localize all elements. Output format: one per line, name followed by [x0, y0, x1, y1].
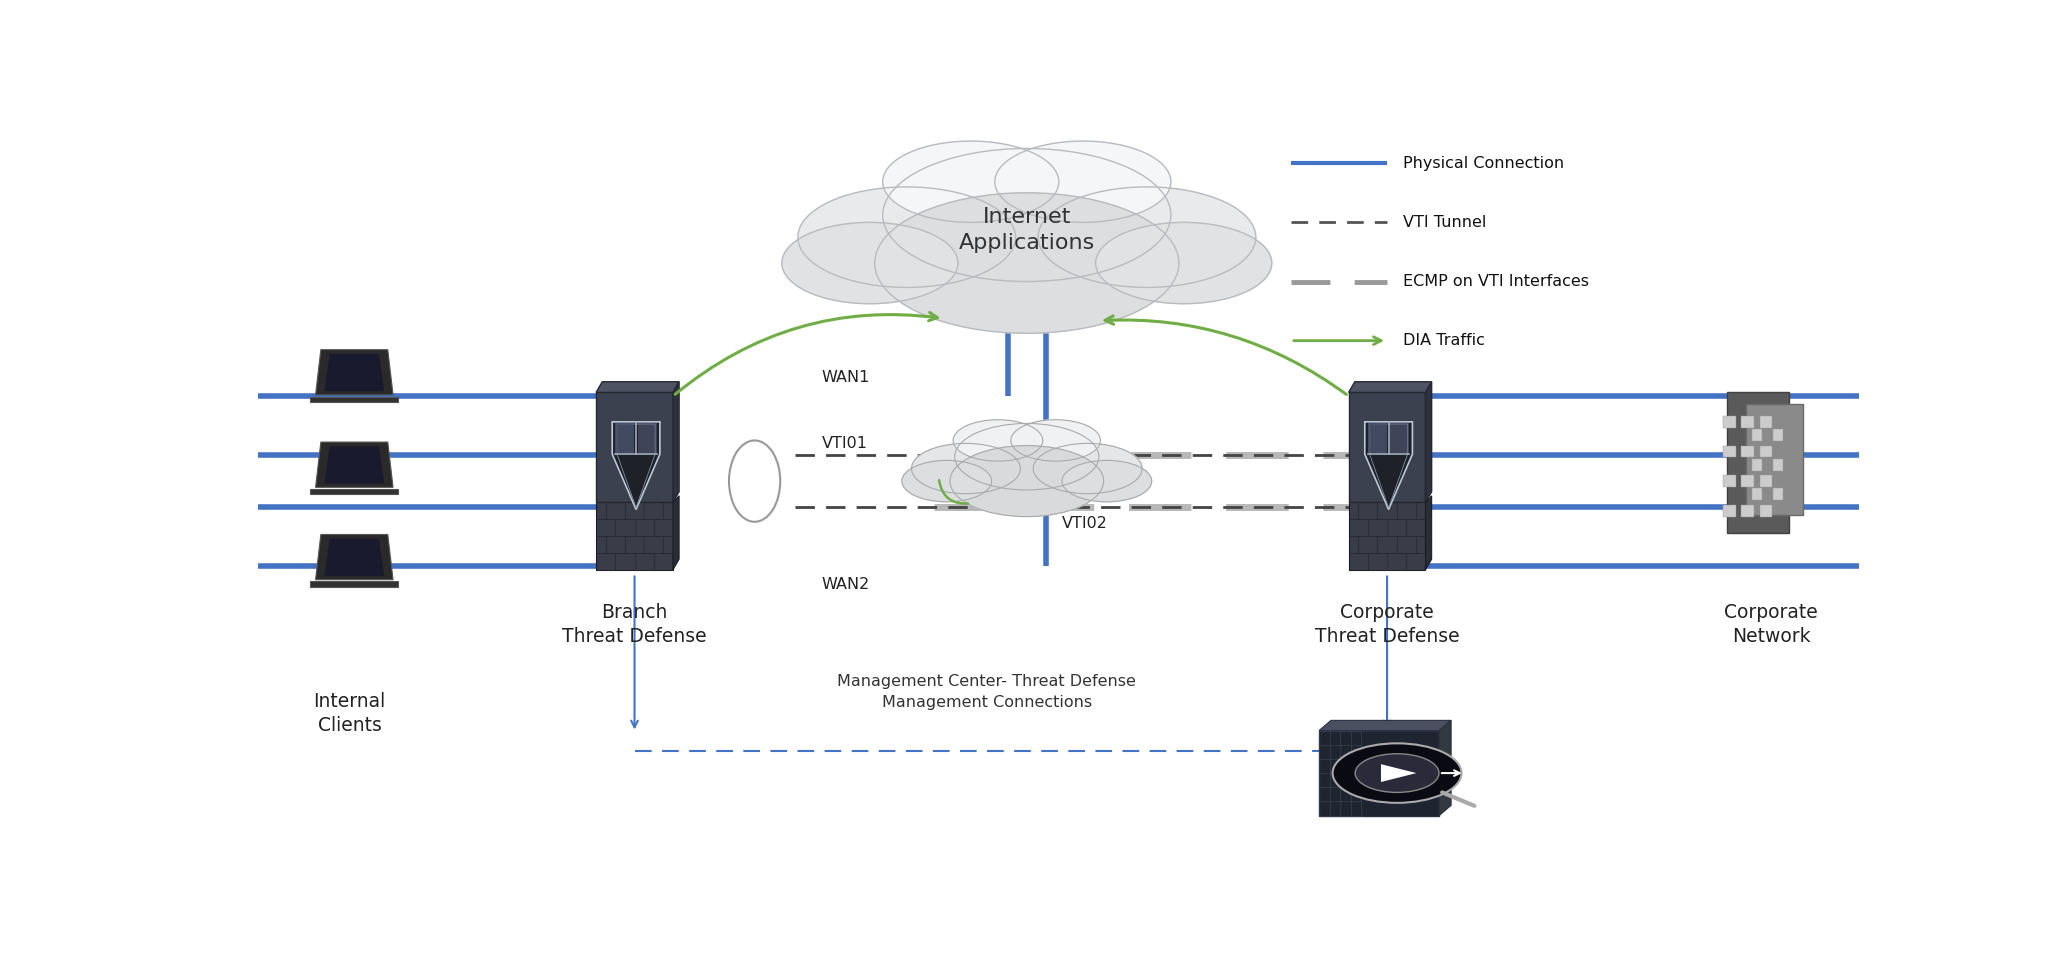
Bar	[1723, 416, 1735, 428]
Text: Internet
Applications: Internet Applications	[959, 207, 1095, 252]
Text: VTI02: VTI02	[1062, 516, 1107, 531]
Polygon shape	[1368, 422, 1386, 453]
Bar	[1746, 404, 1804, 516]
Bar	[1773, 459, 1783, 470]
Ellipse shape	[729, 441, 781, 522]
Bar	[1742, 445, 1754, 458]
Bar	[1723, 475, 1735, 487]
Text: Physical Connection: Physical Connection	[1403, 156, 1564, 171]
Bar	[1752, 489, 1762, 500]
Bar	[1742, 475, 1754, 487]
Polygon shape	[638, 422, 657, 453]
Bar	[1760, 416, 1773, 428]
Circle shape	[1333, 743, 1461, 803]
Circle shape	[911, 444, 1021, 493]
Polygon shape	[616, 422, 634, 453]
Polygon shape	[1349, 382, 1432, 393]
Text: Corporate
Network: Corporate Network	[1725, 603, 1818, 646]
Polygon shape	[674, 495, 680, 570]
Bar	[1773, 429, 1783, 442]
Bar	[1727, 393, 1789, 533]
Bar	[597, 502, 674, 570]
Text: DIA Traffic: DIA Traffic	[1403, 333, 1485, 348]
Circle shape	[954, 423, 1099, 490]
Text: Corporate
Threat Defense: Corporate Threat Defense	[1314, 603, 1459, 646]
Text: Internal
Clients: Internal Clients	[314, 692, 386, 735]
Polygon shape	[1366, 421, 1413, 510]
Polygon shape	[316, 535, 393, 580]
Polygon shape	[310, 489, 399, 494]
Text: VTI Tunnel: VTI Tunnel	[1403, 215, 1485, 229]
Circle shape	[882, 149, 1171, 281]
Bar	[1760, 475, 1773, 487]
Circle shape	[882, 141, 1060, 223]
Polygon shape	[324, 539, 384, 576]
Circle shape	[903, 461, 992, 502]
Polygon shape	[1390, 422, 1409, 453]
Circle shape	[797, 187, 1016, 287]
Polygon shape	[310, 396, 399, 402]
Polygon shape	[597, 382, 680, 393]
Polygon shape	[316, 442, 393, 488]
Polygon shape	[1426, 495, 1432, 570]
Circle shape	[1062, 461, 1151, 502]
Bar	[1318, 731, 1440, 816]
Polygon shape	[316, 349, 393, 395]
Circle shape	[1033, 444, 1142, 493]
Polygon shape	[612, 421, 659, 510]
Bar	[1752, 459, 1762, 470]
Bar	[1742, 505, 1754, 516]
Text: Management Center- Threat Defense
Management Connections: Management Center- Threat Defense Manage…	[837, 674, 1136, 709]
Bar	[1760, 445, 1773, 458]
Circle shape	[996, 141, 1171, 223]
Text: WAN1: WAN1	[822, 371, 870, 385]
Text: Branch
Threat Defense: Branch Threat Defense	[562, 603, 707, 646]
Bar	[1349, 502, 1426, 570]
Circle shape	[1010, 420, 1101, 461]
Polygon shape	[324, 446, 384, 484]
Circle shape	[1037, 187, 1256, 287]
Polygon shape	[324, 354, 384, 391]
Bar	[1752, 429, 1762, 442]
Circle shape	[1355, 754, 1438, 792]
Bar	[1349, 393, 1426, 502]
Text: VTI01: VTI01	[822, 436, 868, 451]
Bar	[1723, 505, 1735, 516]
Polygon shape	[1380, 764, 1417, 782]
Bar	[1773, 489, 1783, 500]
Text: WAN2: WAN2	[822, 577, 870, 592]
Circle shape	[952, 420, 1043, 461]
Bar	[1742, 416, 1754, 428]
Polygon shape	[1318, 720, 1450, 731]
Text: ECMP on VTI Interfaces: ECMP on VTI Interfaces	[1403, 274, 1589, 289]
Circle shape	[1095, 223, 1273, 303]
Circle shape	[781, 223, 959, 303]
Bar	[1723, 445, 1735, 458]
Circle shape	[950, 445, 1103, 516]
Polygon shape	[1440, 720, 1450, 816]
Bar	[597, 393, 674, 502]
Circle shape	[874, 193, 1180, 333]
Bar	[1760, 505, 1773, 516]
Polygon shape	[1426, 382, 1432, 502]
Polygon shape	[310, 582, 399, 587]
Polygon shape	[674, 382, 680, 502]
